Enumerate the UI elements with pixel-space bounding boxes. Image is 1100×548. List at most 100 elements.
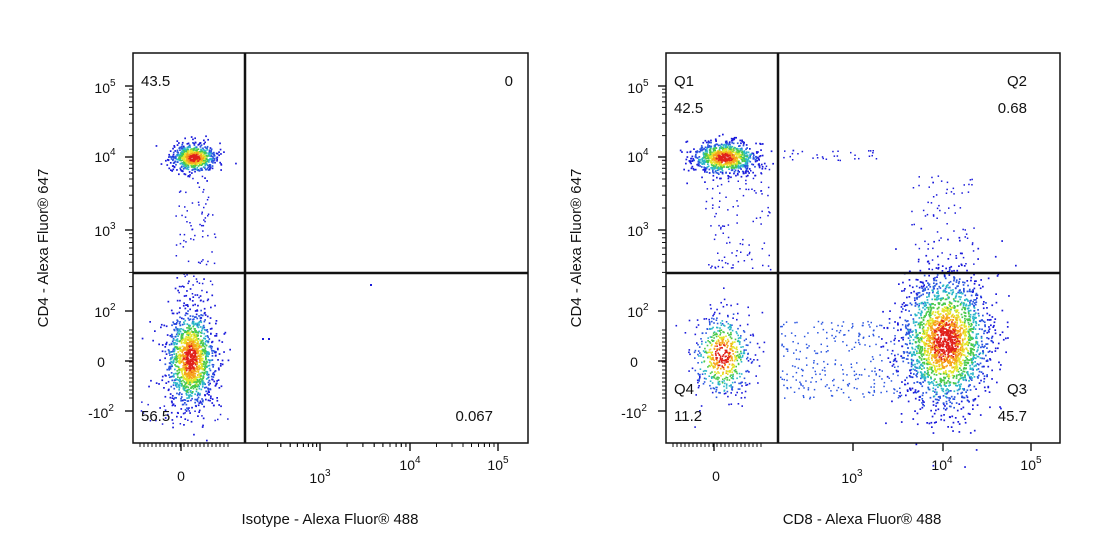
event-dot	[919, 332, 921, 334]
event-dot	[187, 152, 190, 154]
event-dot	[161, 375, 164, 378]
event-dot	[726, 304, 728, 306]
event-dot	[733, 366, 735, 369]
event-dot	[713, 387, 716, 390]
event-dot	[741, 151, 743, 154]
event-dot	[896, 390, 898, 393]
event-dot	[203, 312, 206, 315]
event-dot	[197, 396, 200, 399]
event-dot	[737, 153, 739, 156]
event-dot	[181, 157, 183, 159]
event-dot	[727, 151, 729, 154]
event-dot	[200, 345, 203, 348]
event-dot	[690, 167, 693, 170]
event-dot	[199, 359, 201, 362]
event-dot	[208, 168, 211, 171]
event-dot	[836, 389, 838, 392]
event-dot	[176, 346, 179, 349]
event-dot	[732, 138, 734, 141]
event-dot	[686, 151, 689, 154]
event-dot	[725, 385, 728, 387]
event-dot	[174, 287, 177, 290]
event-dot	[217, 348, 219, 351]
event-dot	[841, 325, 843, 327]
event-dot	[192, 158, 195, 161]
event-dot	[693, 351, 696, 354]
event-dot	[741, 243, 744, 246]
event-dot	[195, 329, 197, 332]
event-dot	[735, 155, 738, 157]
event-dot	[783, 323, 785, 326]
event-dot	[939, 395, 941, 398]
event-dot	[907, 320, 909, 322]
q2-percent: 0	[505, 73, 513, 90]
event-dot	[715, 332, 717, 335]
event-dot	[731, 371, 733, 373]
event-dot	[695, 326, 698, 329]
event-dot	[194, 316, 196, 318]
event-dot	[747, 174, 749, 177]
event-dot	[723, 151, 725, 153]
event-dot	[982, 307, 985, 310]
event-dot	[699, 352, 701, 354]
event-dot	[939, 383, 941, 385]
event-dot	[179, 348, 181, 351]
event-dot	[701, 361, 703, 364]
event-dot	[972, 358, 974, 361]
event-dot	[874, 367, 876, 369]
event-dot	[733, 347, 736, 349]
event-dot	[735, 346, 738, 348]
event-dot	[911, 387, 914, 390]
event-dot	[731, 349, 734, 352]
event-dot	[179, 321, 181, 323]
event-dot	[202, 191, 204, 193]
event-dot	[196, 155, 199, 158]
event-dot	[842, 373, 845, 375]
event-dot	[971, 178, 973, 181]
event-dot	[934, 344, 937, 347]
event-dot	[733, 170, 736, 173]
event-dot	[185, 150, 188, 153]
event-dot	[927, 248, 929, 250]
event-dot	[193, 366, 195, 369]
isotype-control-plot: 43.5 0 56.5 0.067 105 104 103 102 0 -102…	[35, 52, 529, 528]
event-dot	[198, 324, 201, 326]
event-dot	[722, 337, 725, 339]
event-dot	[743, 349, 746, 351]
event-dot	[195, 370, 198, 373]
event-dot	[875, 343, 877, 346]
event-dot	[150, 379, 152, 382]
event-dot	[958, 363, 961, 366]
event-dot	[211, 352, 214, 354]
event-dot	[192, 304, 194, 307]
event-dot	[857, 377, 859, 380]
event-dot	[737, 151, 740, 154]
event-dot	[199, 352, 202, 355]
event-dot	[929, 341, 931, 344]
event-dot	[172, 338, 175, 340]
event-dot	[182, 353, 184, 355]
event-dot	[914, 321, 917, 324]
event-dot	[161, 423, 164, 425]
event-dot	[698, 161, 701, 164]
event-dot	[954, 353, 957, 355]
event-dot	[740, 168, 742, 170]
event-dot	[187, 260, 190, 263]
event-dot	[198, 387, 201, 390]
event-dot	[817, 320, 820, 323]
event-dot	[732, 317, 734, 319]
event-dot	[719, 147, 721, 149]
event-dot	[714, 150, 717, 153]
event-dot	[195, 146, 198, 148]
event-dot	[164, 417, 167, 419]
event-dot	[731, 377, 734, 380]
event-dot	[718, 342, 721, 344]
event-dot	[975, 301, 978, 303]
event-dot	[746, 358, 748, 360]
event-dot	[901, 324, 904, 326]
event-dot	[716, 143, 719, 146]
event-dot	[817, 332, 819, 334]
event-dot	[174, 382, 177, 384]
event-dot	[201, 380, 204, 382]
event-dot	[207, 388, 210, 391]
